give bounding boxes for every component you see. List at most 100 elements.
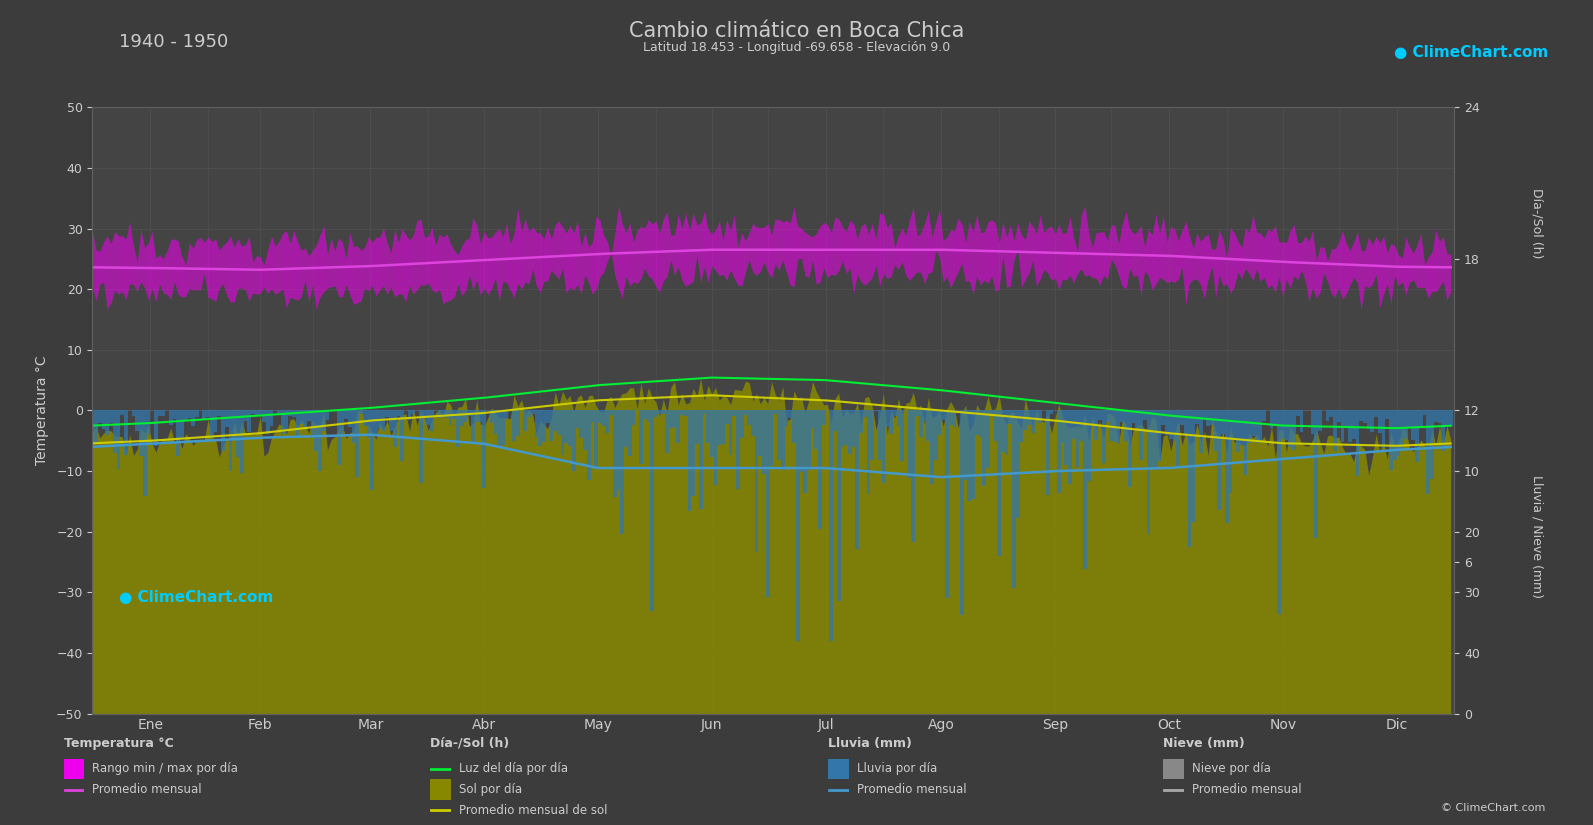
Bar <box>714 411 717 485</box>
Bar <box>389 411 393 431</box>
Bar <box>777 411 781 460</box>
Bar <box>586 411 591 479</box>
Bar <box>916 411 919 416</box>
Bar <box>1016 411 1020 518</box>
Bar <box>911 411 916 542</box>
Bar <box>781 411 785 470</box>
Bar <box>822 411 825 425</box>
Bar <box>789 411 792 417</box>
Bar <box>155 411 158 446</box>
Bar <box>1169 411 1172 439</box>
Bar <box>1445 411 1448 426</box>
Bar <box>1120 411 1125 422</box>
Bar <box>1419 411 1423 426</box>
Bar <box>472 411 475 443</box>
Bar <box>1255 411 1258 443</box>
Bar <box>386 411 389 417</box>
Bar <box>847 411 852 455</box>
Bar <box>672 411 677 427</box>
Bar <box>841 411 844 447</box>
Bar <box>378 411 382 427</box>
Bar <box>1236 411 1239 452</box>
Bar <box>1161 411 1164 426</box>
Bar <box>1172 411 1176 441</box>
Bar <box>1325 411 1330 422</box>
Bar <box>1344 411 1348 427</box>
Bar <box>1136 411 1139 428</box>
Bar <box>516 411 519 436</box>
Bar <box>1069 411 1072 483</box>
Bar <box>986 411 989 469</box>
Bar <box>464 411 467 422</box>
Bar <box>341 411 344 434</box>
Bar <box>631 411 636 425</box>
Bar <box>180 411 183 438</box>
Bar <box>1415 411 1419 462</box>
Bar <box>143 411 147 497</box>
Bar <box>344 411 347 419</box>
Bar <box>1034 411 1039 417</box>
Bar <box>661 411 666 413</box>
Bar <box>897 411 900 426</box>
Bar <box>1050 411 1053 414</box>
Bar <box>572 411 575 471</box>
Bar <box>1192 411 1195 522</box>
Bar <box>427 411 430 425</box>
Bar <box>1139 411 1142 460</box>
Bar <box>91 411 94 432</box>
Text: Promedio mensual: Promedio mensual <box>1192 783 1301 796</box>
Bar <box>1262 411 1266 421</box>
Bar <box>728 411 733 455</box>
Bar <box>796 411 800 641</box>
Bar <box>774 411 777 413</box>
Bar <box>761 411 766 474</box>
Bar <box>972 411 975 498</box>
Bar <box>699 411 703 509</box>
Bar <box>881 411 886 483</box>
Bar <box>102 411 105 429</box>
Bar <box>892 411 897 416</box>
Bar <box>296 411 299 438</box>
Bar <box>1091 411 1094 426</box>
Bar <box>247 411 252 432</box>
Bar <box>613 411 616 497</box>
Bar <box>575 411 580 427</box>
Bar <box>938 411 941 435</box>
Bar <box>710 411 714 456</box>
Bar <box>139 411 143 456</box>
Bar <box>280 411 285 434</box>
Bar <box>336 411 341 464</box>
Bar <box>1411 411 1415 440</box>
Bar <box>277 411 280 415</box>
Bar <box>438 411 441 417</box>
Bar <box>1176 411 1180 465</box>
Bar <box>1247 411 1251 443</box>
Bar <box>535 411 538 437</box>
Bar <box>755 411 758 552</box>
Bar <box>1442 411 1445 451</box>
Bar <box>161 411 166 416</box>
Text: Promedio mensual: Promedio mensual <box>92 783 202 796</box>
Bar <box>505 411 508 419</box>
Bar <box>363 411 366 426</box>
Bar <box>1337 411 1341 422</box>
Bar <box>855 411 859 549</box>
Bar <box>358 411 363 414</box>
Bar <box>221 411 225 451</box>
Bar <box>703 411 706 413</box>
Bar <box>258 411 263 415</box>
Bar <box>561 411 564 455</box>
Bar <box>538 411 542 446</box>
Bar <box>605 411 609 432</box>
Bar <box>1083 411 1086 569</box>
Text: Lluvia por día: Lluvia por día <box>857 762 937 776</box>
Bar <box>830 411 833 641</box>
Bar <box>263 411 266 422</box>
Bar <box>941 411 945 421</box>
Bar <box>1222 411 1225 434</box>
Bar <box>908 411 911 478</box>
Bar <box>419 411 422 483</box>
Bar <box>292 411 296 417</box>
Bar <box>766 411 769 597</box>
Bar <box>930 411 933 483</box>
